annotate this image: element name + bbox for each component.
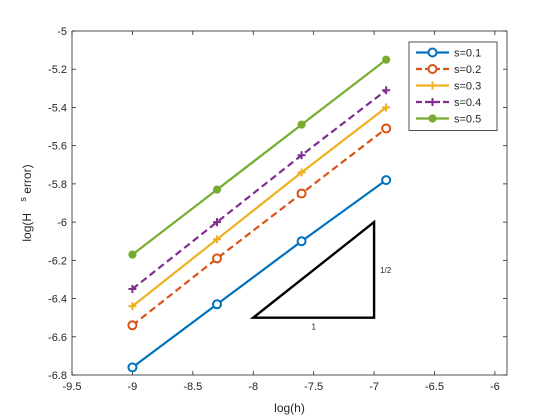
slope-triangle: 1 1/2	[249, 219, 392, 332]
y-tick-label: -6.2	[48, 255, 67, 267]
slope-run-label: 1	[311, 323, 316, 332]
x-tick-label: -7.5	[304, 381, 323, 393]
data-point	[382, 55, 391, 64]
slope-rise-label: 1/2	[380, 266, 392, 275]
data-point	[212, 185, 222, 194]
axes-box	[71, 30, 508, 376]
data-point	[381, 123, 392, 134]
data-point	[381, 175, 392, 186]
series-line	[131, 106, 387, 308]
data-point	[212, 253, 222, 264]
series-5	[128, 55, 391, 259]
data-point	[128, 250, 137, 259]
x-tick-label: -6	[490, 381, 500, 393]
series-line	[131, 89, 387, 290]
data-point	[296, 236, 307, 247]
series-1	[127, 175, 392, 373]
y-axis-label: log(H s error)	[15, 164, 34, 241]
series-3	[128, 103, 391, 311]
legend-label: s=0.5	[454, 114, 481, 126]
series-line	[131, 58, 387, 256]
y-tick-label: -5	[57, 26, 67, 38]
series-2	[127, 123, 392, 331]
series-4	[128, 86, 391, 293]
legend-marker	[428, 98, 437, 106]
series-line	[131, 127, 387, 327]
data-point	[382, 103, 391, 112]
y-axis-label-main: log(H	[20, 213, 34, 242]
data-point	[127, 320, 138, 331]
data-point	[296, 188, 307, 199]
legend-label: s=0.1	[454, 48, 481, 60]
x-tick-label: -8.5	[183, 381, 202, 393]
data-point	[297, 120, 306, 129]
legend-entry: s=0.1	[416, 47, 481, 60]
legend-label: s=0.3	[454, 81, 481, 93]
x-tick-label: -7	[369, 381, 379, 393]
legend-entry: s=0.3	[416, 81, 481, 93]
data-point	[127, 362, 138, 373]
y-tick-label: -6	[57, 217, 67, 229]
data-point	[213, 218, 221, 227]
data-point	[128, 302, 137, 311]
y-tick-label: -6.4	[48, 294, 67, 306]
legend-marker	[427, 64, 438, 74]
plot-area	[71, 30, 508, 376]
x-axis-label: log(h)	[274, 401, 305, 415]
legend-marker	[428, 81, 437, 90]
y-tick-label: -6.8	[48, 370, 67, 382]
legend-entry: s=0.5	[416, 114, 481, 126]
legend-label: s=0.2	[454, 64, 481, 76]
y-tick-label: -5.4	[48, 102, 67, 114]
x-tick-label: -9	[128, 381, 138, 393]
x-tick-label: -9.5	[63, 381, 82, 393]
legend-entry: s=0.4	[416, 97, 481, 109]
y-axis-label-superscript: s	[18, 197, 28, 202]
series-layer	[127, 55, 392, 373]
slope-triangle-shape	[249, 219, 376, 319]
data-point	[382, 86, 391, 95]
data-point	[213, 235, 221, 244]
y-tick-label: -5.2	[48, 64, 67, 76]
x-tick-label: -6.5	[425, 381, 444, 393]
data-point	[297, 151, 306, 160]
y-axis-label-tail: error)	[20, 164, 34, 193]
x-tick-label: -8	[248, 381, 258, 393]
y-tick-label: -5.6	[48, 141, 67, 153]
legend-label: s=0.4	[454, 97, 481, 109]
legend-entry: s=0.2	[416, 64, 481, 76]
data-point	[128, 285, 137, 293]
y-tick-label: -6.6	[48, 332, 67, 344]
legend: s=0.1 s=0.2 s=0.3 s=0.4 s=0.5	[408, 41, 498, 131]
data-point	[297, 168, 306, 177]
data-point	[212, 299, 222, 310]
series-line	[131, 179, 387, 369]
legend-marker	[428, 114, 437, 123]
legend-marker	[427, 47, 438, 58]
y-tick-label: -5.8	[48, 179, 67, 191]
axis-ticks: -9.5 -9 -8.5 -8 -7.5 -7 -6.5 -6 -6.8 -6.6 -6.4 -6.2…	[48, 26, 507, 393]
